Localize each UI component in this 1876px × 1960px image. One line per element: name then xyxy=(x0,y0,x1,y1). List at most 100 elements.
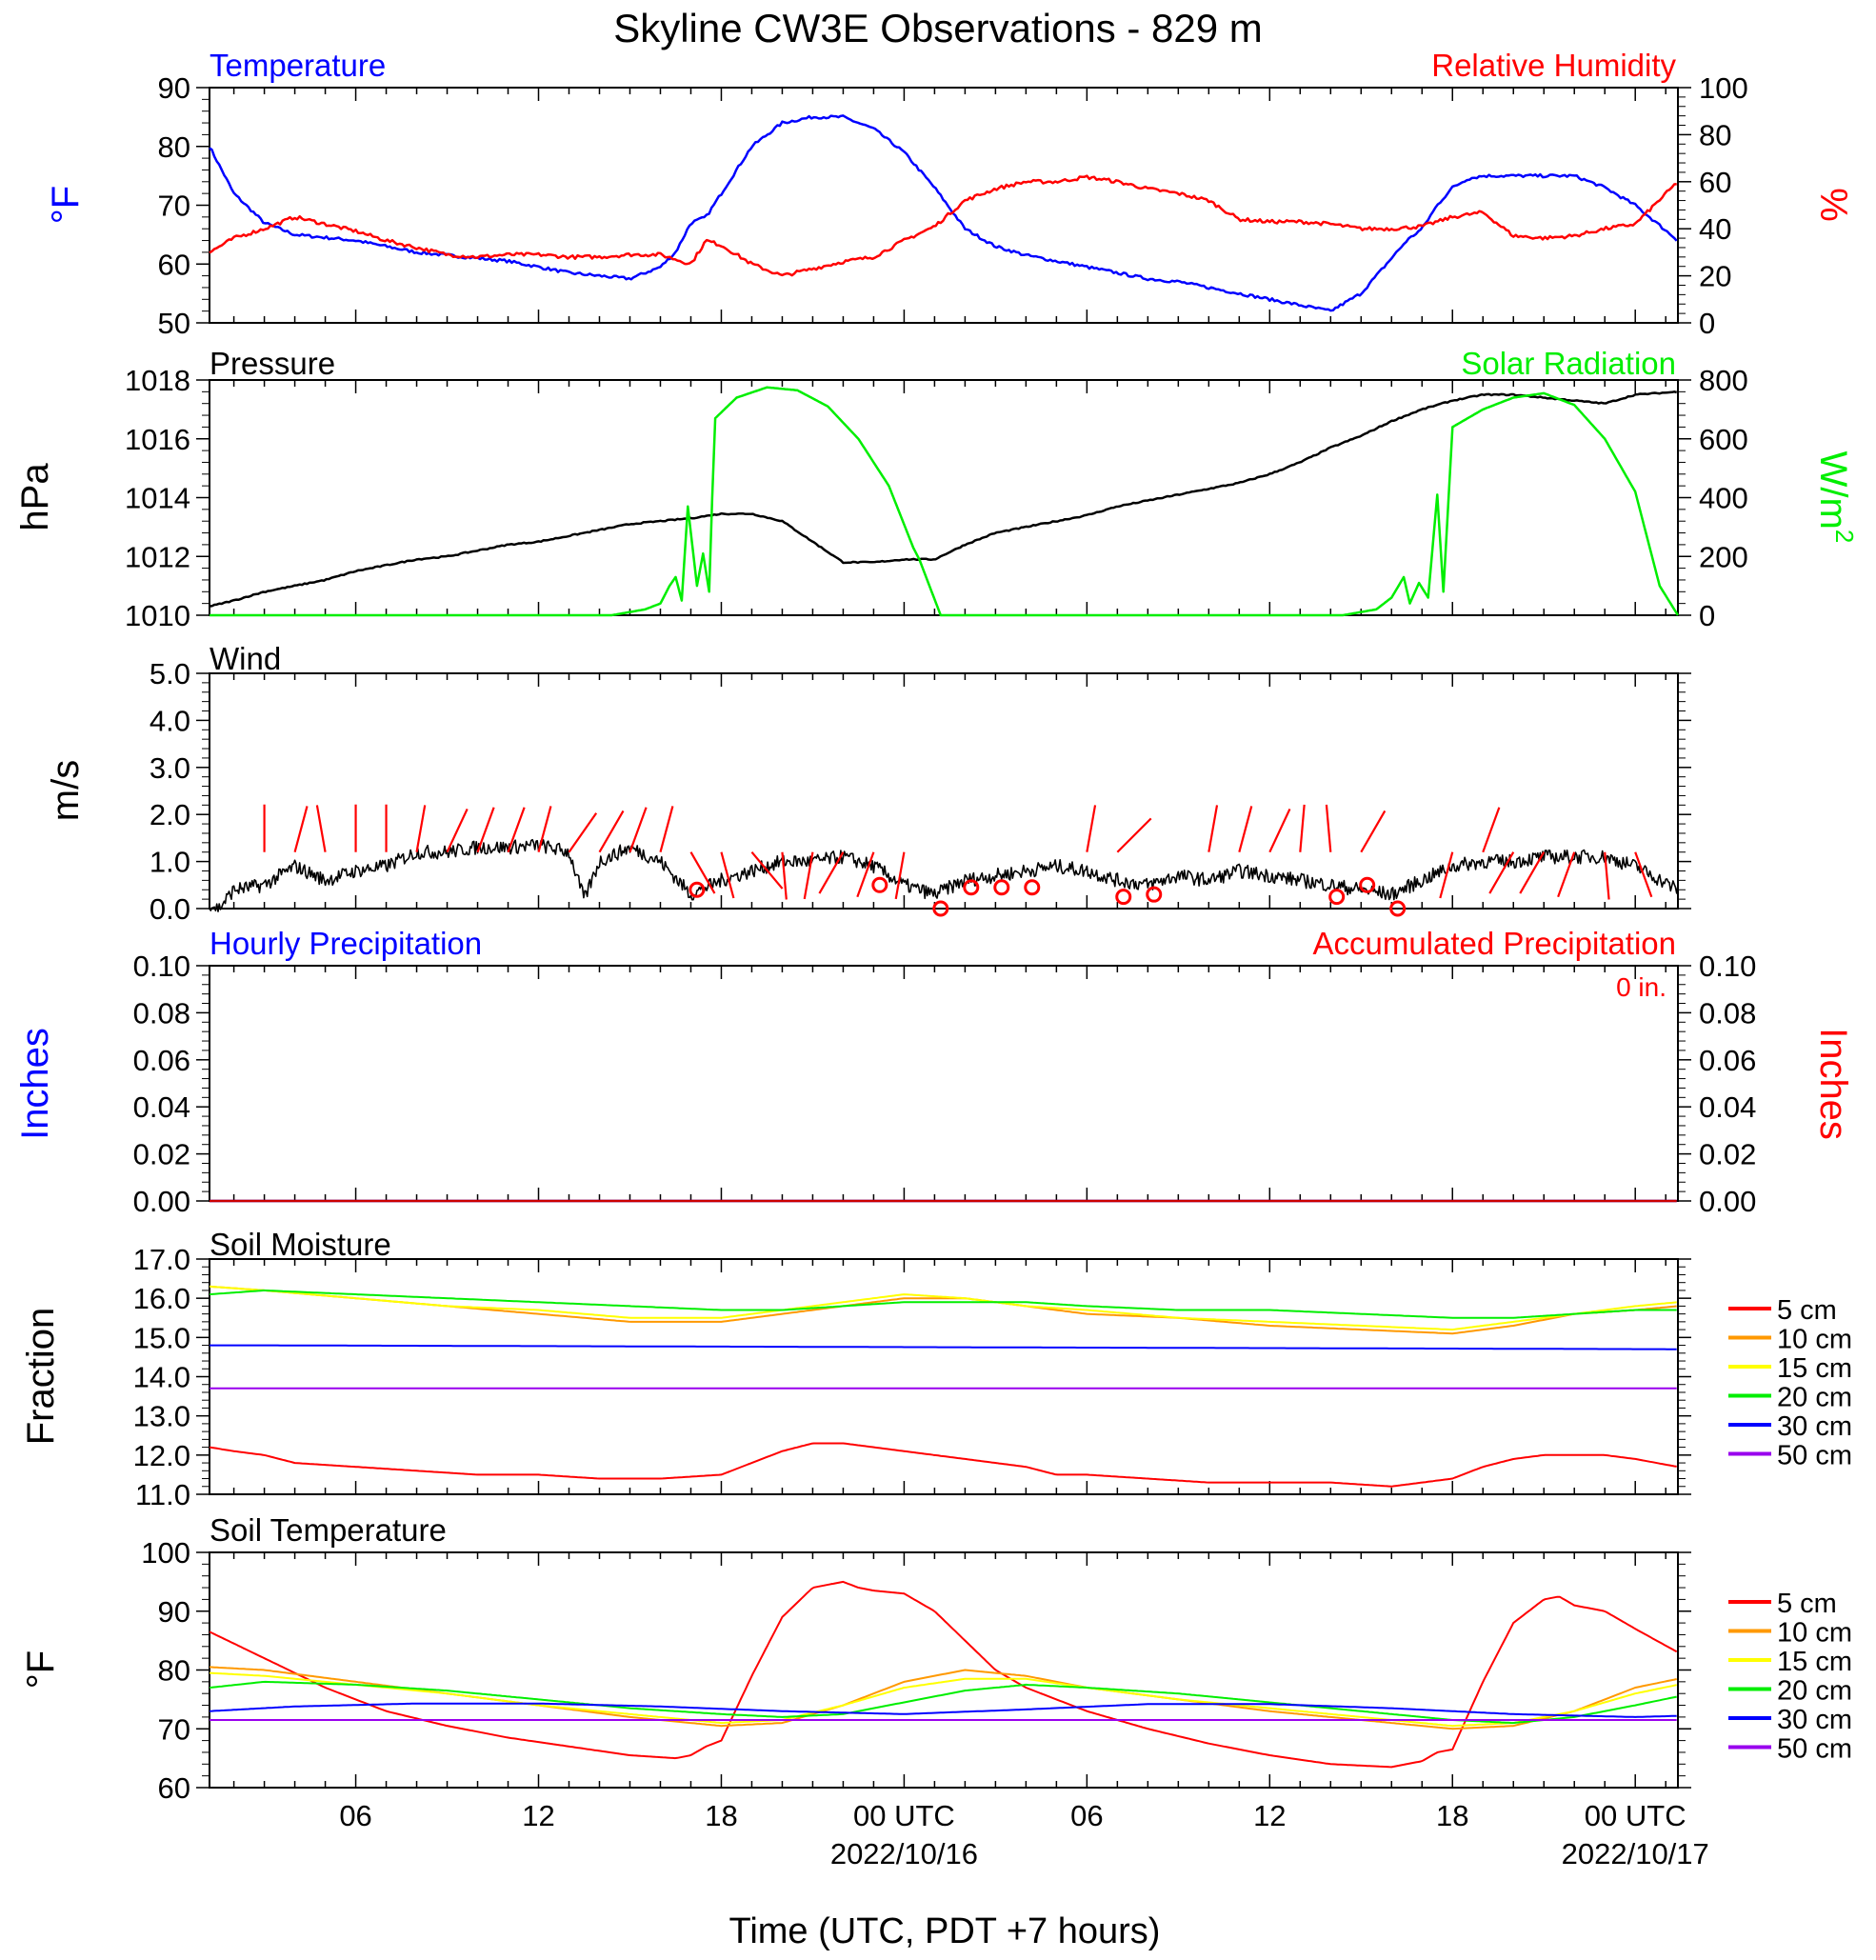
y-tick-label-right: 40 xyxy=(1699,212,1731,246)
y-tick-label-left: 1012 xyxy=(125,540,190,573)
legend-label: 15 cm xyxy=(1777,1647,1852,1677)
x-tick-label: 00 UTC xyxy=(1585,1799,1686,1832)
calm-wind-marker xyxy=(993,879,1010,896)
pressure-axis-label: hPa xyxy=(14,463,56,531)
y-tick-label-left: 0.04 xyxy=(133,1090,190,1124)
y-tick-label-left: 80 xyxy=(158,130,190,164)
temperature-axis-label: °F xyxy=(45,186,87,224)
wind-barb xyxy=(1439,851,1454,899)
wind-barb xyxy=(1299,804,1306,852)
wind-barb xyxy=(659,806,674,853)
y-tick-label-right: 200 xyxy=(1699,540,1748,573)
y-tick-label-left: 70 xyxy=(158,190,190,223)
wind-barb xyxy=(1207,805,1219,852)
wind-barb xyxy=(1488,851,1515,894)
wind-barb xyxy=(446,808,469,853)
wind-barb xyxy=(293,806,309,853)
wind-barb xyxy=(537,806,552,853)
wind-barb xyxy=(1360,810,1387,853)
y-tick-label-right: 0 xyxy=(1699,307,1715,340)
humidity-axis-label: % xyxy=(1812,188,1854,222)
wind-barb xyxy=(750,851,784,890)
y-tick-label-left: 0.08 xyxy=(133,996,190,1030)
solar-title: Solar Radiation xyxy=(1461,346,1676,381)
legend-label: 20 cm xyxy=(1777,1676,1852,1707)
y-tick-label-right: 600 xyxy=(1699,423,1748,456)
y-tick-label-left: 11.0 xyxy=(135,1478,190,1511)
calm-wind-marker xyxy=(1115,889,1132,906)
y-tick-label-left: 80 xyxy=(158,1654,190,1688)
y-tick-label-left: 1.0 xyxy=(150,846,190,879)
solar-axis-label: W/m2 xyxy=(1812,451,1859,544)
y-tick-label-left: 0.02 xyxy=(133,1138,190,1171)
soil-temperature-title: Soil Temperature xyxy=(210,1512,447,1548)
wind-barb xyxy=(781,851,788,900)
y-tick-label-left: 70 xyxy=(158,1712,190,1746)
pressure-solar-panel: Pressure Solar Radiation hPa W/m2 1010 10… xyxy=(14,346,1859,632)
wind-title: Wind xyxy=(210,641,281,676)
wind-barb xyxy=(315,805,327,852)
legend-label: 20 cm xyxy=(1777,1383,1852,1413)
y-tick-label-left: 90 xyxy=(158,1595,190,1629)
calm-wind-marker xyxy=(1389,900,1407,917)
series-line-5-cm xyxy=(209,1442,1677,1488)
x-tick-label: 18 xyxy=(705,1799,737,1832)
series-line-10-cm xyxy=(209,1285,1677,1335)
humidity-title: Relative Humidity xyxy=(1431,48,1676,83)
calm-wind-marker xyxy=(963,879,980,896)
y-tick-label-right: 0.10 xyxy=(1699,950,1756,983)
wind-barb xyxy=(568,812,598,853)
wind-axis-label: m/s xyxy=(45,760,87,821)
wind-barb xyxy=(507,807,526,853)
wind-barb xyxy=(1268,808,1291,853)
series-line-15-cm xyxy=(209,1285,1677,1331)
wind-barb xyxy=(629,807,648,853)
accum-precip-title: Accumulated Precipitation xyxy=(1312,926,1676,961)
legend-label: 50 cm xyxy=(1777,1441,1852,1471)
calm-wind-marker xyxy=(1146,886,1163,903)
legend-label: 5 cm xyxy=(1777,1295,1837,1326)
series-line-wind xyxy=(209,838,1679,912)
wind-barb xyxy=(476,807,495,853)
wind-barb xyxy=(856,851,875,898)
y-tick-label-right: 0.06 xyxy=(1699,1044,1756,1077)
soil-moisture-panel: Soil Moisture Fraction 11.0 12.0 13.0 14.0 1… xyxy=(20,1227,1852,1511)
x-tick-label: 06 xyxy=(339,1799,371,1832)
soil-moisture-axis-label: Fraction xyxy=(20,1308,62,1446)
y-tick-label-left: 100 xyxy=(141,1536,190,1570)
x-tick-label: 12 xyxy=(522,1799,554,1832)
hourly-precip-title: Hourly Precipitation xyxy=(210,926,482,961)
y-tick-label-left: 17.0 xyxy=(133,1243,190,1276)
x-tick-label: 00 UTC xyxy=(853,1799,955,1832)
wind-barb xyxy=(415,805,427,852)
plot-frame xyxy=(209,672,1679,910)
y-tick-label-right: 0 xyxy=(1699,599,1715,632)
y-tick-label-left: 1014 xyxy=(125,482,190,515)
calm-wind-marker xyxy=(1359,876,1376,893)
y-tick-label-left: 1010 xyxy=(125,599,190,632)
wind-barb xyxy=(1634,851,1653,898)
series-line-relative-humidity xyxy=(209,174,1677,277)
y-tick-label-left: 15.0 xyxy=(133,1321,190,1354)
legend-label: 5 cm xyxy=(1777,1589,1837,1619)
legend-label: 30 cm xyxy=(1777,1705,1852,1735)
precipitation-panel: Hourly Precipitation Accumulated Precipi… xyxy=(14,926,1854,1218)
y-tick-label-right: 0.02 xyxy=(1699,1138,1756,1171)
series-line-solar-radiation xyxy=(210,386,1680,617)
wind-barb xyxy=(1482,807,1501,853)
y-tick-label-right: 0.04 xyxy=(1699,1090,1756,1124)
temperature-humidity-panel: Temperature Relative Humidity °F % 50 60 7… xyxy=(45,48,1854,340)
calm-wind-marker xyxy=(932,900,949,917)
y-tick-label-left: 12.0 xyxy=(133,1439,190,1472)
wind-barb xyxy=(1604,851,1610,900)
legend-label: 10 cm xyxy=(1777,1618,1852,1649)
x-date-label: 2022/10/16 xyxy=(830,1837,978,1870)
wind-barb xyxy=(1086,805,1097,852)
wind-barb xyxy=(598,810,625,853)
plot-frame xyxy=(209,965,1679,1202)
wind-barb xyxy=(803,851,814,900)
y-tick-label-left: 0.10 xyxy=(133,950,190,983)
hourly-precip-axis-label: Inches xyxy=(14,1028,56,1140)
y-tick-label-right: 0.00 xyxy=(1699,1185,1756,1218)
